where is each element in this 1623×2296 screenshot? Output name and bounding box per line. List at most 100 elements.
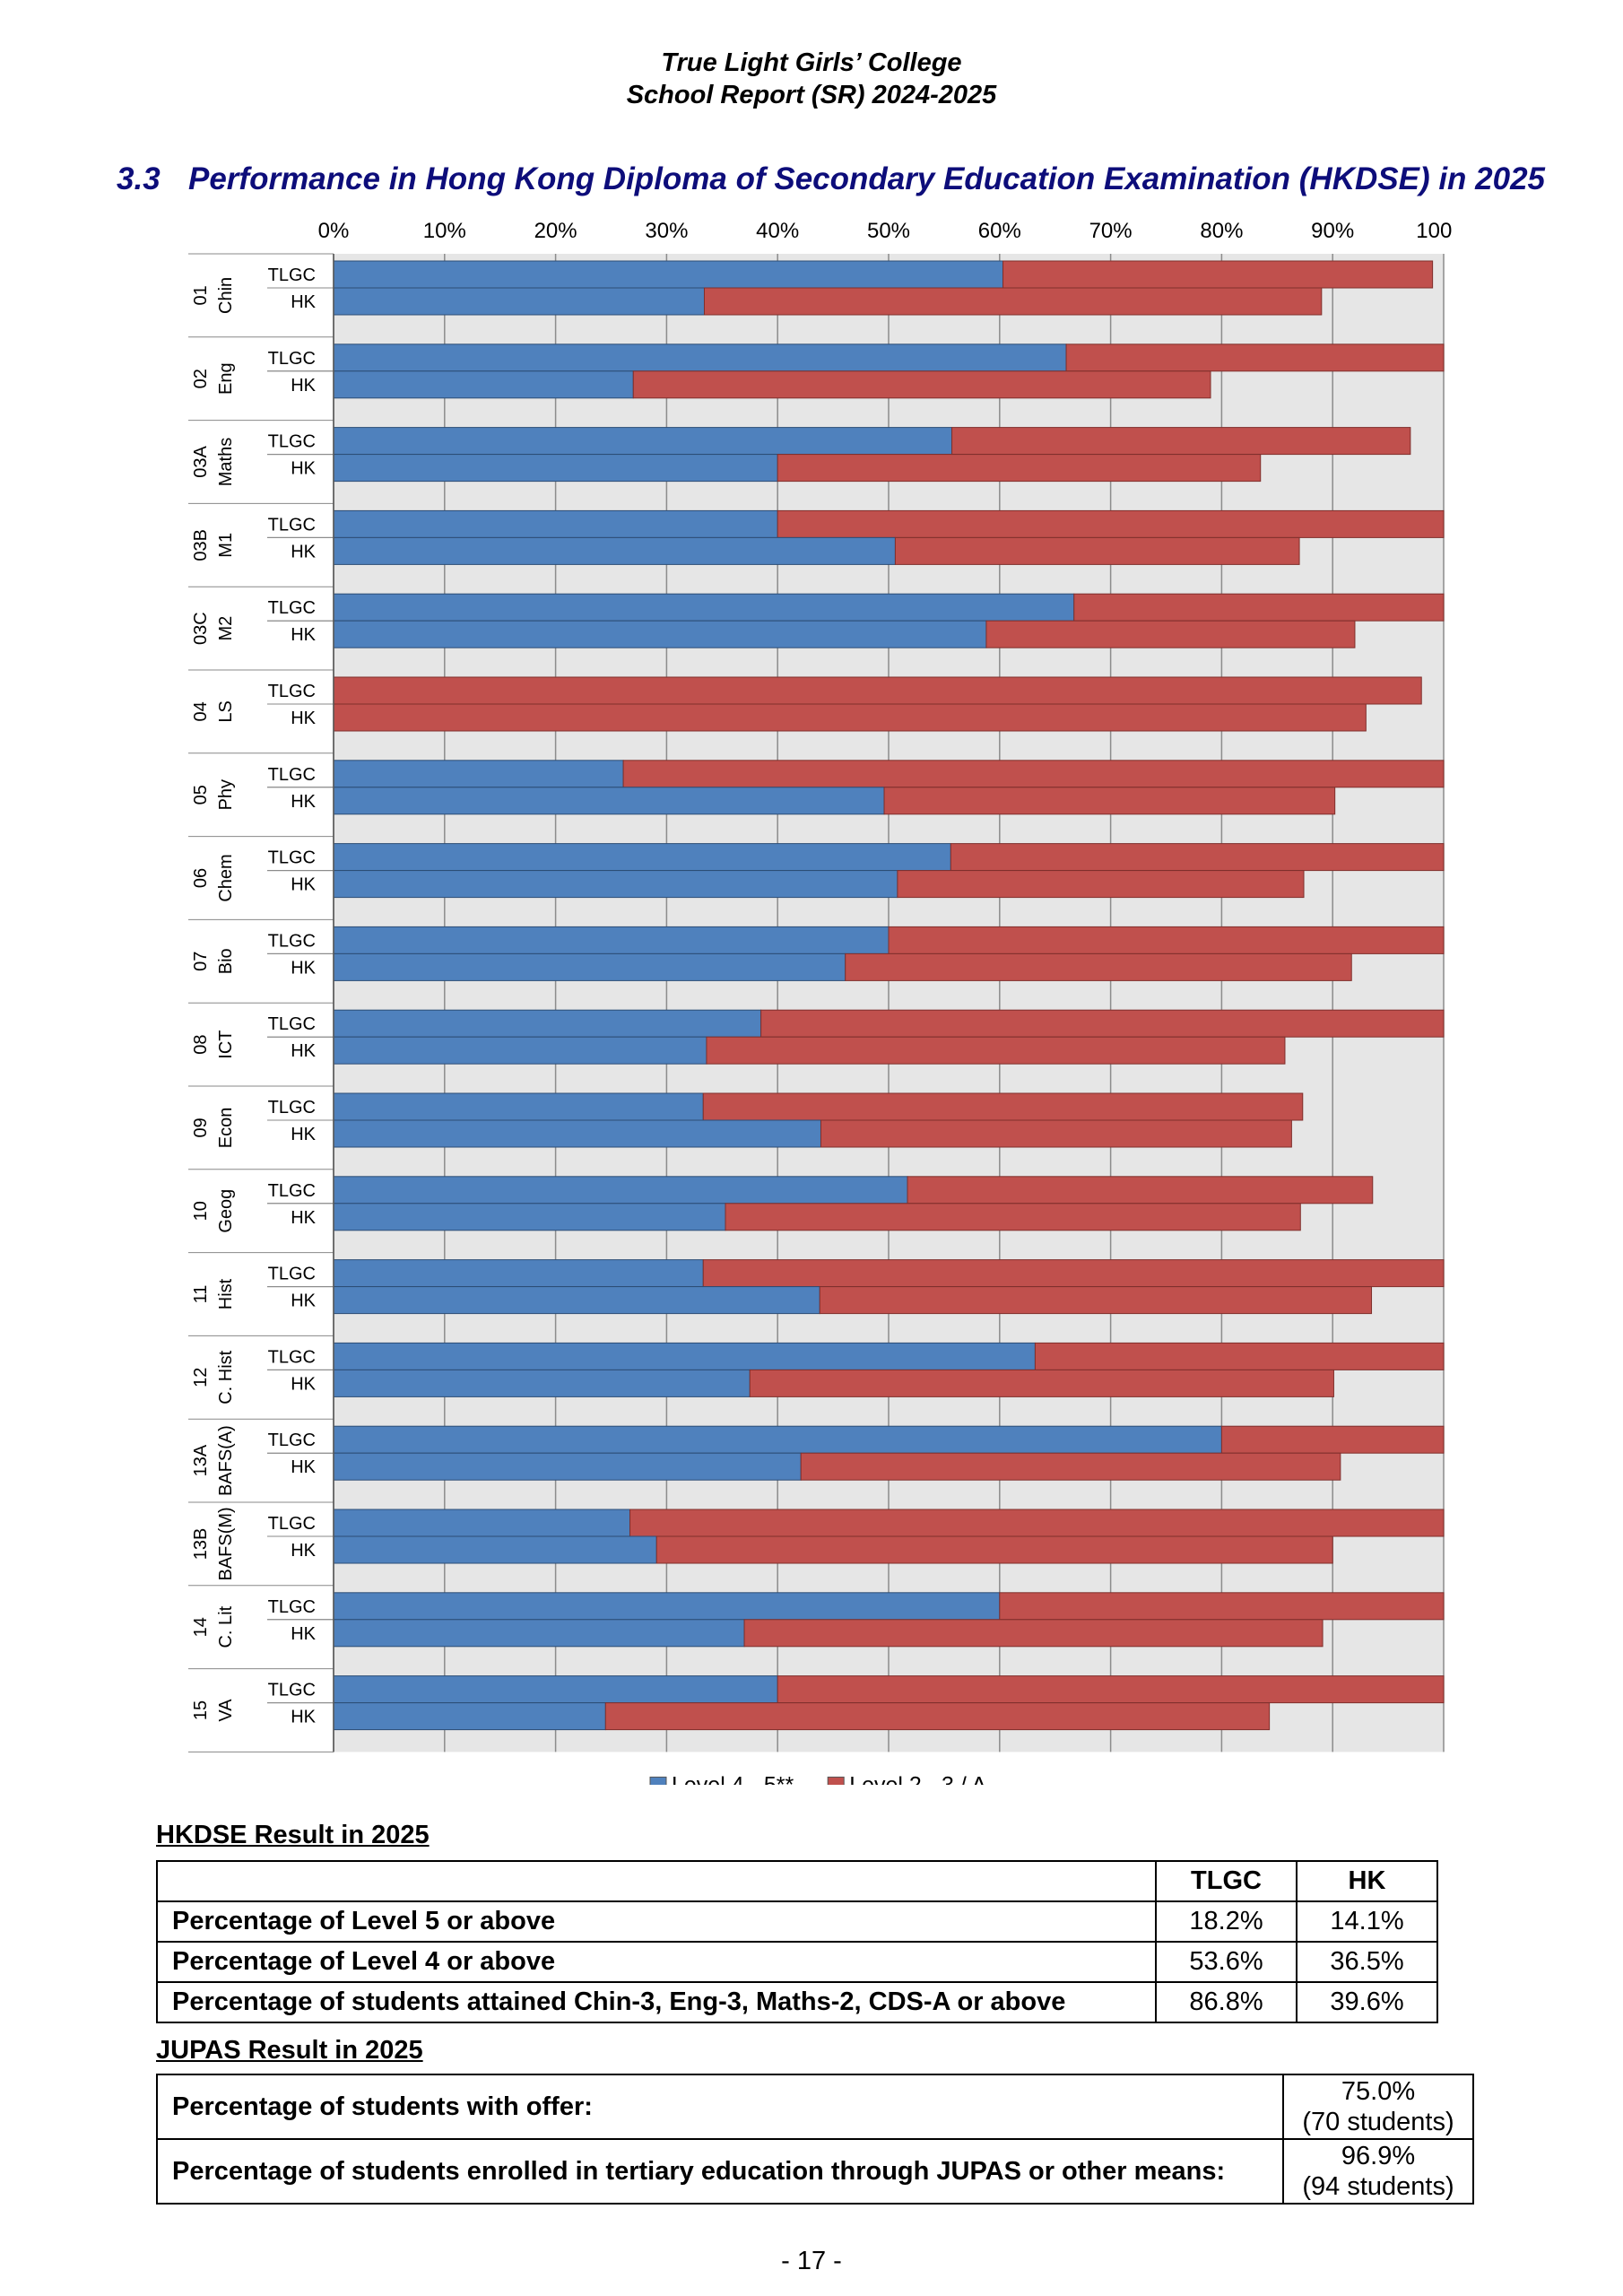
subject-name-label: BAFS(M) xyxy=(216,1507,236,1580)
bar-level45 xyxy=(333,787,885,815)
bar-level45 xyxy=(333,843,951,872)
row-label: HK xyxy=(291,1541,316,1561)
row-label: HK xyxy=(291,1041,316,1061)
subject-name-label: Maths xyxy=(216,438,236,486)
row-label: TLGC xyxy=(268,1597,316,1617)
subject-code-label: 03C xyxy=(191,612,211,645)
bar-level23 xyxy=(703,287,1323,316)
row-label: TLGC xyxy=(268,1014,316,1034)
x-tick-label: 0% xyxy=(318,219,350,243)
legend-swatch xyxy=(649,1776,667,1785)
bar-level23 xyxy=(1002,260,1434,289)
x-tick-label: 80% xyxy=(1200,219,1243,243)
row-label: HK xyxy=(291,1125,316,1144)
subject-code-label: 12 xyxy=(191,1368,211,1387)
bar-level45 xyxy=(333,1702,606,1731)
bar-level45 xyxy=(333,1452,802,1481)
bar-level23 xyxy=(985,620,1356,648)
bar-level45 xyxy=(333,260,1004,289)
jupas-table-title: JUPAS Result in 2025 xyxy=(156,2036,423,2065)
row-label: TLGC xyxy=(268,848,316,868)
hk-value: 39.6% xyxy=(1296,1981,1438,2023)
bar-level45 xyxy=(333,1509,631,1537)
x-tick-label: 100% xyxy=(1416,219,1453,243)
bar-level23 xyxy=(777,509,1445,538)
subject-name-label: C. Hist xyxy=(216,1350,236,1404)
student-count: (94 students) xyxy=(1302,2172,1454,2201)
bar-level23 xyxy=(951,427,1411,456)
bar-level45 xyxy=(333,454,778,483)
table-row: Percentage of students attained Chin-3, … xyxy=(156,1981,1438,2023)
subject-code-label: 05 xyxy=(191,785,211,804)
subject-code-label: 13B xyxy=(191,1528,211,1561)
bar-level23 xyxy=(907,1176,1374,1205)
row-label: TLGC xyxy=(268,682,316,701)
row-label: HK xyxy=(291,376,316,396)
hkdse-result-table: TLGC HK Percentage of Level 5 or above 1… xyxy=(156,1860,1438,2023)
bar-level23 xyxy=(950,843,1445,872)
row-label: Percentage of Level 4 or above xyxy=(156,1941,1157,1983)
subject-code-label: 08 xyxy=(191,1034,211,1054)
bar-level23 xyxy=(819,1286,1373,1315)
subject-code-label: 04 xyxy=(191,701,211,721)
x-tick-label: 20% xyxy=(534,219,577,243)
x-tick-label: 30% xyxy=(645,219,688,243)
hkdse-table-title: HKDSE Result in 2025 xyxy=(156,1821,430,1849)
x-tick-label: 10% xyxy=(423,219,466,243)
row-label: TLGC xyxy=(268,1347,316,1367)
subject-code-label: 07 xyxy=(191,952,211,971)
hk-value: 36.5% xyxy=(1296,1941,1438,1983)
bar-level45 xyxy=(333,593,1075,622)
subject-code-label: 09 xyxy=(191,1118,211,1137)
bar-level45 xyxy=(333,1675,778,1704)
bar-level45 xyxy=(333,287,705,316)
bar-level23 xyxy=(749,1369,1334,1397)
row-label: HK xyxy=(291,1457,316,1477)
bar-level23 xyxy=(604,1702,1271,1731)
row-label: TLGC xyxy=(268,349,316,369)
row-label: HK xyxy=(291,792,316,812)
bar-level23 xyxy=(333,676,1422,705)
row-label: TLGC xyxy=(268,765,316,785)
section-title: 3.3 Performance in Hong Kong Diploma of S… xyxy=(117,161,1545,197)
bar-level23 xyxy=(777,1675,1445,1704)
bar-level45 xyxy=(333,760,624,788)
row-label: TLGC xyxy=(268,1681,316,1700)
hk-value: 14.1% xyxy=(1296,1900,1438,1943)
bar-level45 xyxy=(333,1619,745,1648)
bar-level45 xyxy=(333,370,634,399)
section-number: 3.3 xyxy=(117,161,161,196)
bar-level23 xyxy=(333,703,1367,732)
percentage-value: 96.9% xyxy=(1341,2142,1416,2170)
subject-code-label: 03B xyxy=(191,529,211,561)
subject-code-label: 11 xyxy=(191,1285,211,1304)
subject-name-label: Econ xyxy=(216,1108,236,1149)
bar-level45 xyxy=(333,1036,707,1065)
row-label: TLGC xyxy=(268,1514,316,1534)
bar-level23 xyxy=(702,1092,1304,1121)
bar-level45 xyxy=(333,952,846,981)
bar-level45 xyxy=(333,1259,704,1288)
subject-name-label: Hist xyxy=(216,1278,236,1309)
subject-name-label: C. Lit xyxy=(216,1605,236,1648)
section-title-text: Performance in Hong Kong Diploma of Seco… xyxy=(188,161,1546,196)
tlgc-value: 86.8% xyxy=(1155,1981,1298,2023)
bar-level45 xyxy=(333,620,987,648)
jupas-result-table: Percentage of students with offer: 75.0%… xyxy=(156,2074,1474,2205)
bar-level45 xyxy=(333,1176,908,1205)
bar-level23 xyxy=(888,926,1445,954)
table-row: Percentage of Level 4 or above 53.6% 36.… xyxy=(156,1941,1438,1983)
bar-level23 xyxy=(706,1036,1286,1065)
row-label: Percentage of students with offer: xyxy=(156,2074,1284,2140)
subject-name-label: M2 xyxy=(216,616,236,641)
row-label: HK xyxy=(291,709,316,728)
report-header: True Light Girls’ College School Report … xyxy=(0,47,1623,111)
subject-name-label: Chin xyxy=(216,277,236,314)
row-label: TLGC xyxy=(268,1265,316,1284)
table-row: Percentage of students enrolled in terti… xyxy=(156,2138,1474,2205)
bar-level23 xyxy=(1220,1425,1445,1454)
bar-level23 xyxy=(725,1203,1301,1231)
subject-name-label: Chem xyxy=(216,854,236,901)
row-label: TLGC xyxy=(268,1098,316,1118)
